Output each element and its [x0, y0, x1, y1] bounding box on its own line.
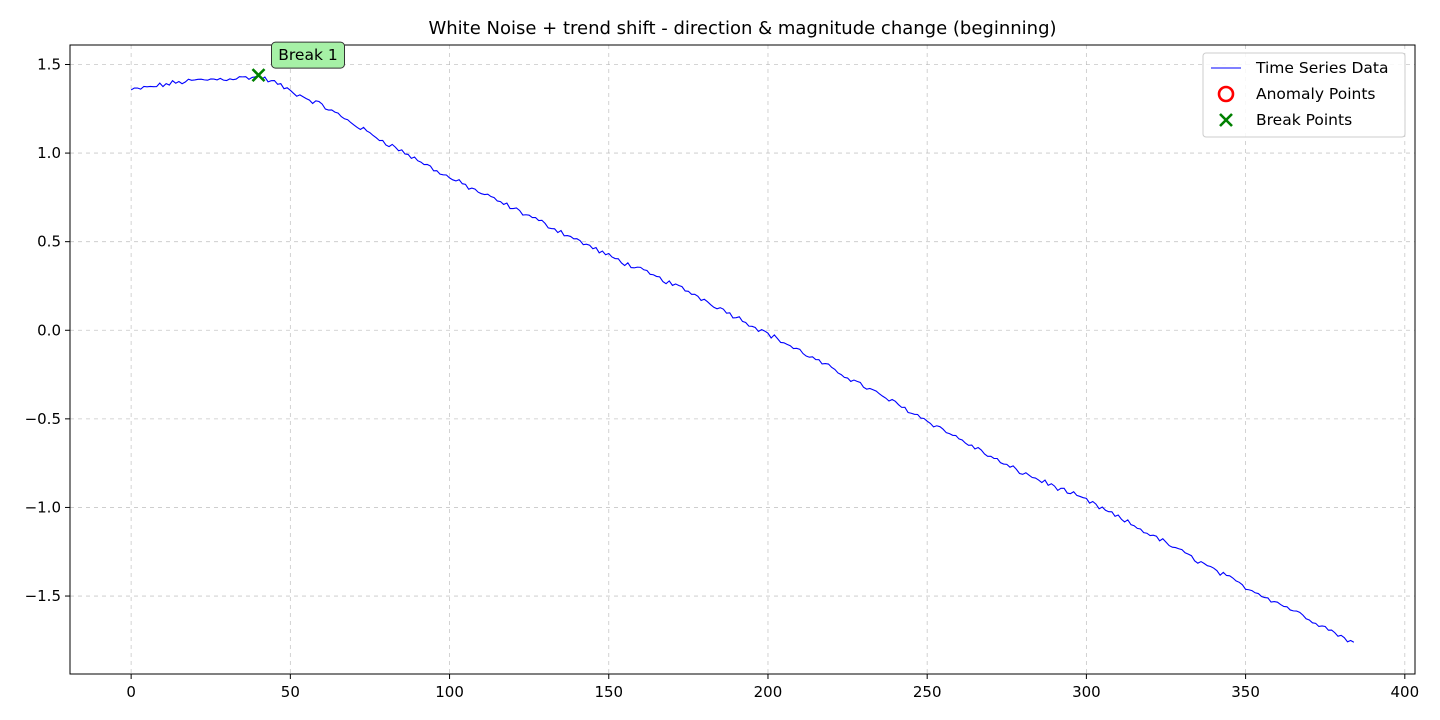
y-tick-label: 0.5 — [37, 233, 61, 251]
y-tick-label: −1.0 — [25, 498, 61, 516]
grid — [70, 45, 1415, 674]
chart-title: White Noise + trend shift - direction & … — [428, 18, 1056, 39]
y-tick-label: −1.5 — [25, 587, 61, 605]
legend-label-anomaly: Anomaly Points — [1256, 85, 1375, 103]
x-tick-label: 100 — [435, 683, 464, 701]
x-tick-label: 400 — [1390, 683, 1419, 701]
break-point-marker — [251, 68, 266, 83]
series-layer — [130, 75, 1355, 643]
break-markers: Break 1 — [251, 41, 346, 83]
y-tick-label: 0.0 — [37, 321, 61, 339]
x-tick-label: 0 — [126, 683, 136, 701]
series-line-0 — [130, 75, 1355, 643]
axes: 0 50 100 150 200 250 300 350 400 1.5 1.0 0.5 0.0 −0.5… — [25, 44, 1419, 701]
legend-break-swatch — [1219, 113, 1233, 127]
legend-box — [1202, 52, 1406, 138]
x-tick-label: 200 — [754, 683, 783, 701]
x-tick-label: 150 — [594, 683, 623, 701]
x-tick-label: 350 — [1231, 683, 1260, 701]
y-tick-label: 1.5 — [37, 55, 61, 73]
legend-label-series: Time Series Data — [1255, 59, 1388, 77]
legend-anomaly-swatch — [1217, 85, 1235, 103]
legend: Time Series Data Anomaly Points Break Poin… — [1202, 52, 1406, 138]
y-tick-label: −0.5 — [25, 410, 61, 428]
x-tick-label: 50 — [281, 683, 300, 701]
x-tick-label: 300 — [1072, 683, 1101, 701]
plot-frame — [69, 44, 1416, 675]
y-tick-label: 1.0 — [37, 144, 61, 162]
legend-label-break: Break Points — [1256, 111, 1352, 129]
break-annotation-box — [271, 41, 346, 69]
x-tick-label: 250 — [913, 683, 942, 701]
break-annotation-label: Break 1 — [278, 46, 337, 64]
